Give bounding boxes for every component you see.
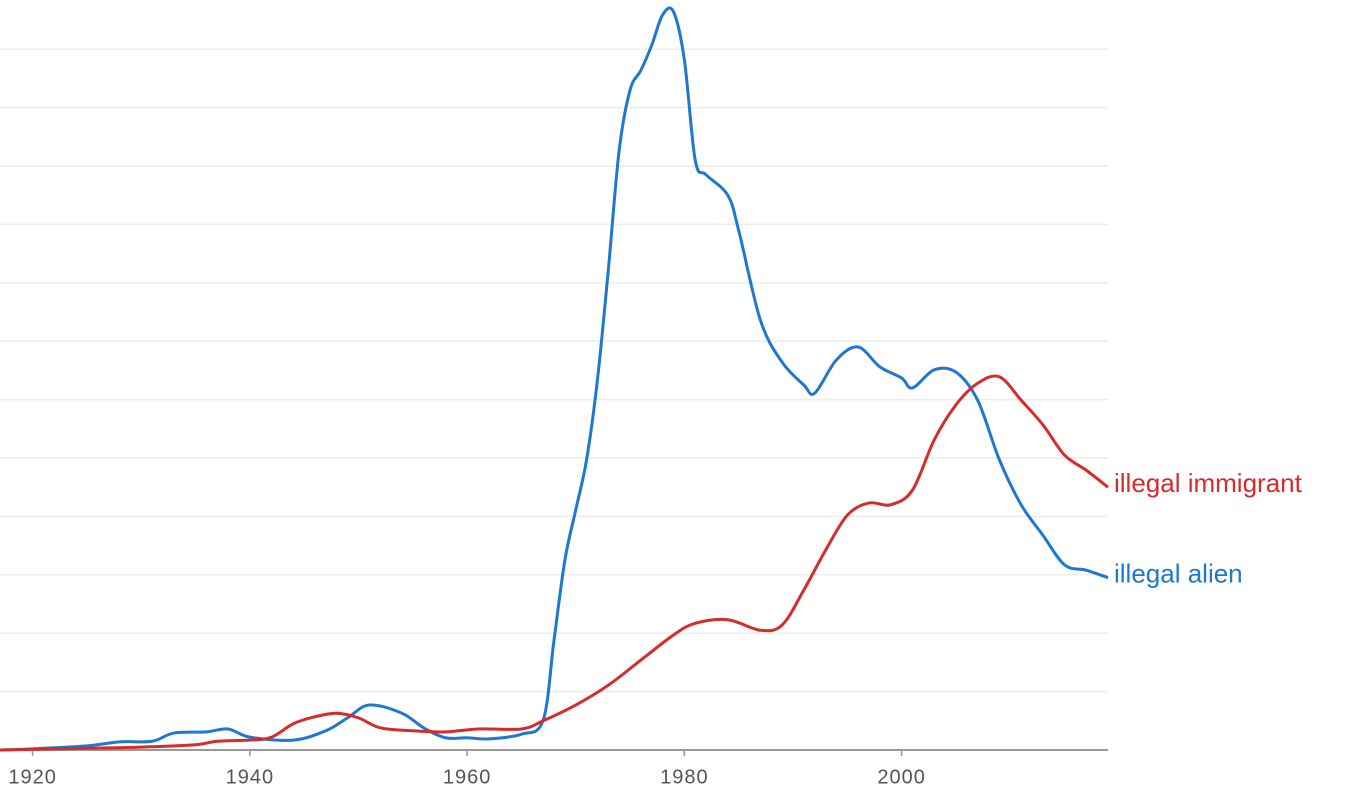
x-tick-label: 1960 <box>443 766 492 788</box>
x-tick-label: 1980 <box>660 766 709 788</box>
x-tick-label: 1920 <box>8 766 57 788</box>
series-line <box>0 6 1109 752</box>
series-label: illegal alien <box>1114 559 1243 589</box>
x-tick-label: 2000 <box>877 766 926 788</box>
series-line <box>0 374 1109 752</box>
series-label: illegal immigrant <box>1114 468 1303 498</box>
x-tick-label: 1940 <box>226 766 275 788</box>
